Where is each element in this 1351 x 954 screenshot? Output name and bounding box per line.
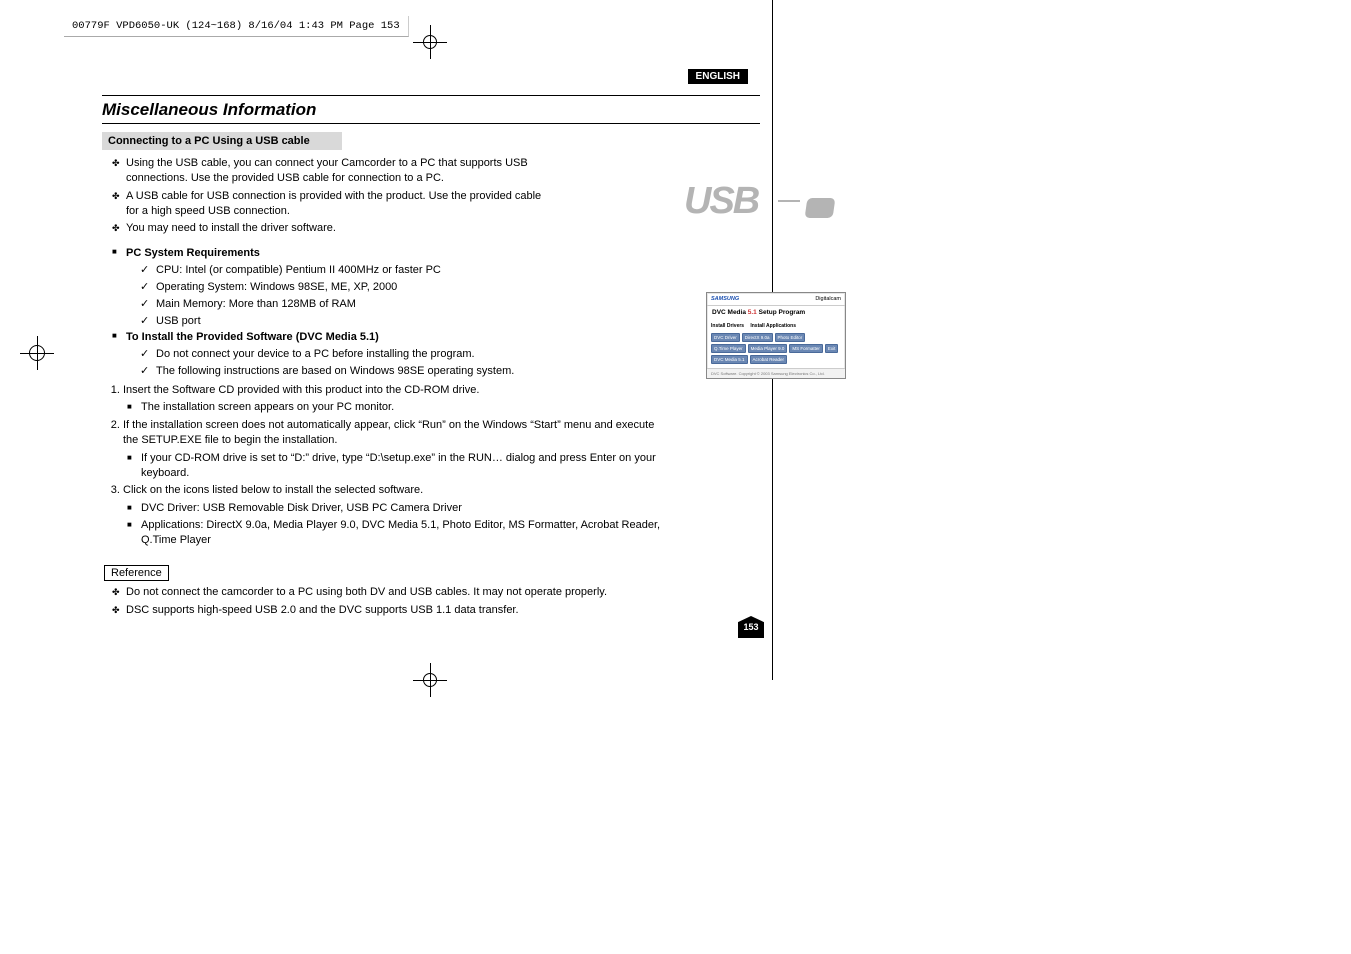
apps-label: Install Applications xyxy=(750,323,796,329)
pc-req-list: CPU: Intel (or compatible) Pentium II 40… xyxy=(140,263,542,328)
language-badge: ENGLISH xyxy=(688,69,748,84)
install-pre-item: Do not connect your device to a PC befor… xyxy=(140,347,542,362)
step-item: Click on the icons listed below to insta… xyxy=(123,483,667,549)
app-button[interactable]: DirectX 9.0a xyxy=(742,333,773,342)
usb-logo: USB xyxy=(684,180,834,235)
setup-brand: SAMSUNG xyxy=(711,296,739,302)
crop-mark-top xyxy=(419,31,441,53)
drivers-label: Install Drivers xyxy=(711,323,744,329)
pc-req-item: USB port xyxy=(140,314,542,329)
intro-item: Using the USB cable, you can connect you… xyxy=(112,156,542,186)
step-item: If the installation screen does not auto… xyxy=(123,418,667,482)
app-button[interactable]: Media Player 9.0 xyxy=(748,344,788,353)
install-pre-item: The following instructions are based on … xyxy=(140,364,542,379)
intro-list: Using the USB cable, you can connect you… xyxy=(112,156,542,236)
reference-item: Do not connect the camcorder to a PC usi… xyxy=(112,585,672,600)
setup-footer: DVC Software. Copyright © 2003 Samsung E… xyxy=(707,368,845,378)
driver-button[interactable]: DVC Driver xyxy=(711,333,740,342)
crop-mark-bottom xyxy=(419,669,441,691)
intro-item: You may need to install the driver softw… xyxy=(112,221,542,236)
setup-version: 5.1 xyxy=(748,309,757,316)
step-sub: The installation screen appears on your … xyxy=(127,400,667,415)
reference-list: Do not connect the camcorder to a PC usi… xyxy=(112,585,672,618)
usb-logo-text: USB xyxy=(684,180,758,223)
setup-title-prefix: DVC Media xyxy=(712,309,746,316)
app-button[interactable]: Photo Editor xyxy=(775,333,806,342)
app-button[interactable]: Q.Time Player xyxy=(711,344,746,353)
app-button[interactable]: MS Formatter xyxy=(789,344,823,353)
step-item: Insert the Software CD provided with thi… xyxy=(123,383,667,416)
reference-label: Reference xyxy=(104,565,169,581)
setup-buttons: DVC Driver DirectX 9.0a Photo Editor Q.T… xyxy=(707,331,845,368)
step-text: If the installation screen does not auto… xyxy=(123,419,654,446)
step-text: Insert the Software CD provided with thi… xyxy=(123,384,479,396)
pc-req-item: Main Memory: More than 128MB of RAM xyxy=(140,297,542,312)
pc-req-heading: PC System Requirements xyxy=(126,247,260,259)
intro-item: A USB cable for USB connection is provid… xyxy=(112,189,542,219)
crop-header: 00779F VPD6050-UK (124~168) 8/16/04 1:43… xyxy=(64,16,409,37)
usb-cert-icon xyxy=(805,198,836,218)
setup-window: SAMSUNG Digitalcam DVC Media 5.1 Setup P… xyxy=(706,292,846,379)
step-sub: If your CD-ROM drive is set to “D:” driv… xyxy=(127,451,667,482)
page-title: Miscellaneous Information xyxy=(102,100,760,120)
pc-req-item: Operating System: Windows 98SE, ME, XP, … xyxy=(140,280,542,295)
step-text: Click on the icons listed below to insta… xyxy=(123,484,423,496)
step-sub: Applications: DirectX 9.0a, Media Player… xyxy=(127,518,667,549)
page-content: ENGLISH Miscellaneous Information Connec… xyxy=(102,70,760,621)
setup-title-suffix: Setup Program xyxy=(759,309,806,316)
usb-trident-icon xyxy=(778,200,800,202)
install-steps: Insert the Software CD provided with thi… xyxy=(107,383,667,549)
app-button[interactable]: DVC Media 5.1 xyxy=(711,355,748,364)
app-button[interactable]: Acrobat Reader xyxy=(750,355,788,364)
install-pre-list: Do not connect your device to a PC befor… xyxy=(140,347,542,379)
setup-product: Digitalcam xyxy=(815,296,841,302)
register-mark-left xyxy=(24,340,50,366)
app-button[interactable]: Exit xyxy=(825,344,839,353)
page-number: 153 xyxy=(738,616,764,638)
install-heading: To Install the Provided Software (DVC Me… xyxy=(126,331,379,343)
step-sub: DVC Driver: USB Removable Disk Driver, U… xyxy=(127,501,667,516)
pc-req-item: CPU: Intel (or compatible) Pentium II 40… xyxy=(140,263,542,278)
section-heading: Connecting to a PC Using a USB cable xyxy=(102,132,342,150)
reference-item: DSC supports high-speed USB 2.0 and the … xyxy=(112,603,672,618)
